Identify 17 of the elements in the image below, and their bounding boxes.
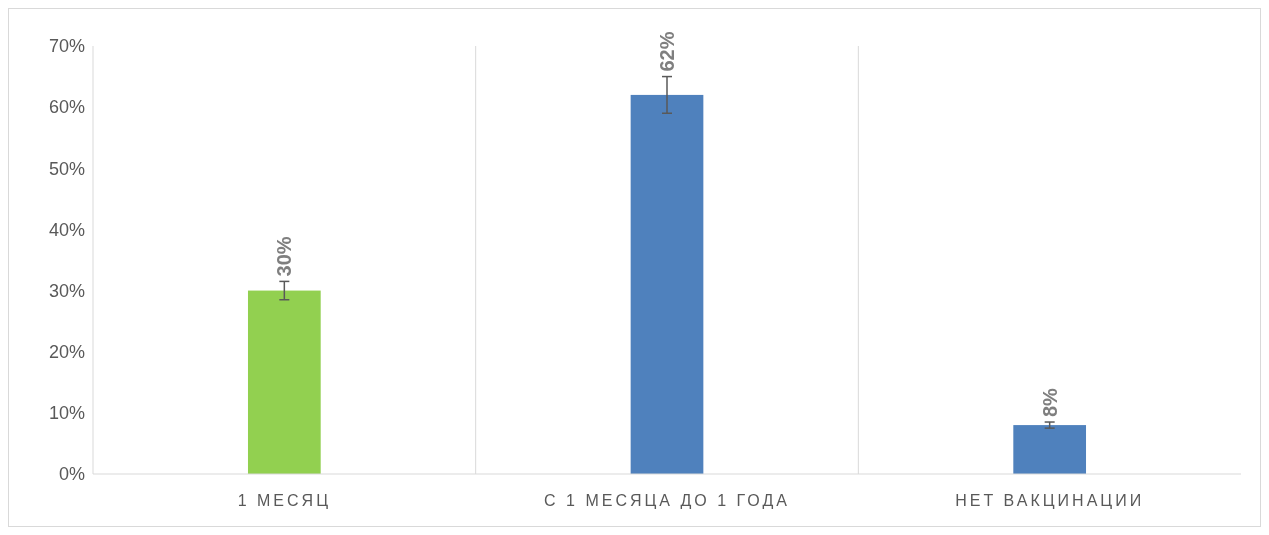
x-tick-label: С 1 МЕСЯЦА ДО 1 ГОДА xyxy=(544,492,790,509)
y-tick-label: 60% xyxy=(48,97,85,118)
y-tick-label: 20% xyxy=(48,342,85,363)
y-tick-label: 10% xyxy=(48,403,85,424)
data-label: 8% xyxy=(1038,387,1061,418)
x-tick-label: НЕТ ВАКЦИНАЦИИ xyxy=(955,492,1145,509)
x-tick-label: 1 МЕСЯЦ xyxy=(237,492,331,509)
y-tick-label: 70% xyxy=(48,36,85,57)
data-label: 62% xyxy=(656,31,678,72)
y-tick-label: 0% xyxy=(58,464,85,485)
y-tick-label: 40% xyxy=(48,219,85,240)
y-tick-label: 50% xyxy=(48,158,85,179)
bar xyxy=(630,94,704,474)
y-tick-label: 30% xyxy=(48,280,85,301)
bar xyxy=(1013,425,1087,474)
data-label: 30% xyxy=(273,236,296,277)
bar xyxy=(247,290,321,474)
